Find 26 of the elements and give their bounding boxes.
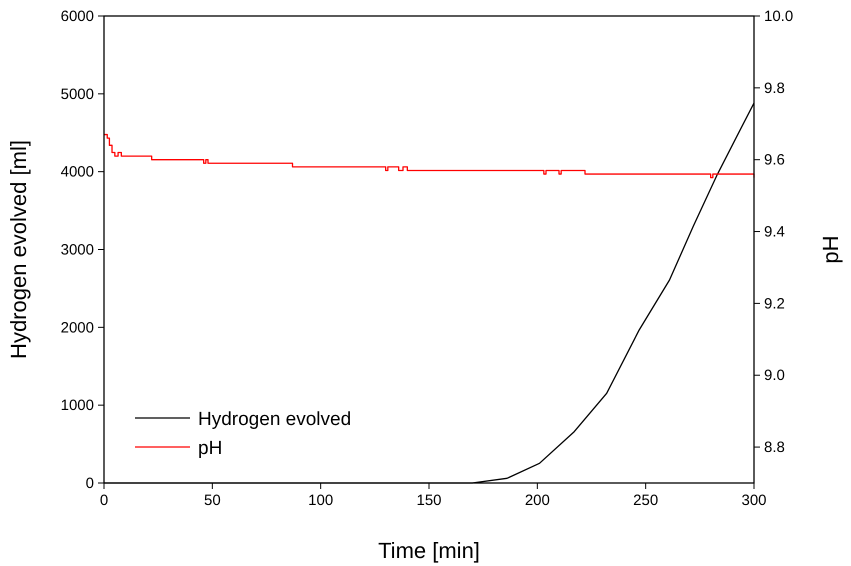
y2-tick-label: 9.6 bbox=[764, 152, 785, 169]
y-tick-label: 5000 bbox=[60, 86, 94, 103]
y2-tick-label: 10.0 bbox=[764, 8, 794, 25]
x-axis-title: Time [min] bbox=[378, 538, 480, 563]
y2-tick-label: 9.0 bbox=[764, 367, 785, 384]
y2-tick-label: 9.2 bbox=[764, 295, 785, 312]
legend-label: pH bbox=[198, 438, 222, 459]
y2-axis-title: pH bbox=[818, 235, 843, 264]
x-tick-label: 0 bbox=[100, 492, 108, 509]
x-tick-label: 50 bbox=[204, 492, 221, 509]
x-tick-label: 200 bbox=[524, 492, 550, 509]
x-tick-label: 300 bbox=[741, 492, 767, 509]
y-tick-label: 4000 bbox=[60, 164, 94, 181]
x-tick-label: 250 bbox=[633, 492, 658, 509]
y-tick-label: 3000 bbox=[60, 242, 94, 258]
y-tick-label: 2000 bbox=[60, 319, 94, 336]
x-tick-label: 150 bbox=[416, 492, 442, 509]
y2-tick-label: 9.8 bbox=[764, 80, 785, 97]
x-tick-label: 100 bbox=[308, 492, 334, 509]
y-tick-label: 0 bbox=[86, 475, 94, 492]
y-tick-label: 1000 bbox=[60, 397, 94, 414]
legend-label: Hydrogen evolved bbox=[198, 409, 352, 430]
y-tick-label: 6000 bbox=[60, 8, 94, 25]
y2-tick-label: 9.4 bbox=[764, 224, 785, 241]
y-axis-title: Hydrogen evolved [ml] bbox=[6, 140, 31, 359]
y2-tick-label: 8.8 bbox=[764, 439, 785, 456]
